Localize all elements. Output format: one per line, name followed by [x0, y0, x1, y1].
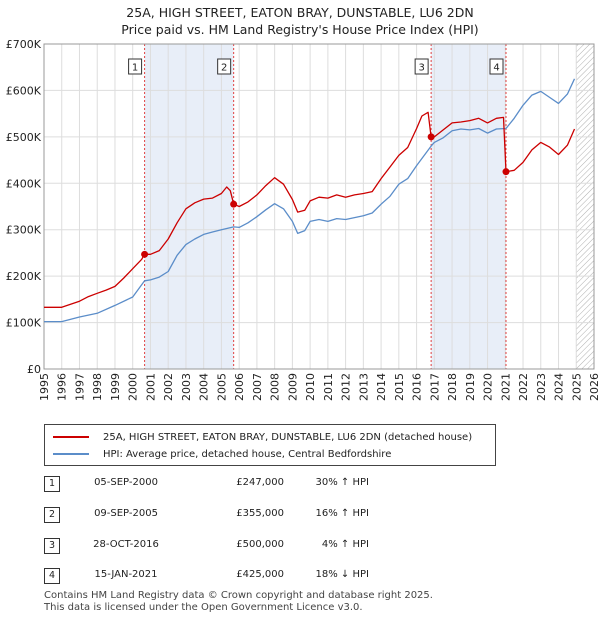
transaction-hpi: 18% ↓ HPI	[315, 569, 369, 580]
forecast-hatch	[576, 44, 594, 369]
transaction-row: 2 09-SEP-2005 £355,000 16% ↑ HPI	[44, 505, 444, 527]
x-tick-label: 2013	[357, 373, 370, 401]
transaction-price: £355,000	[236, 508, 284, 519]
transaction-row: 4 15-JAN-2021 £425,000 18% ↓ HPI	[44, 566, 444, 588]
x-tick-label: 2022	[517, 373, 530, 401]
transaction-row: 3 28-OCT-2016 £500,000 4% ↑ HPI	[44, 536, 444, 558]
y-tick-label: £500K	[6, 131, 42, 144]
x-tick-label: 2016	[411, 373, 424, 401]
x-tick-label: 2019	[464, 373, 477, 401]
transaction-price: £425,000	[236, 569, 284, 580]
legend-label-hpi: HPI: Average price, detached house, Cent…	[103, 448, 392, 460]
sale-label-box	[414, 58, 429, 75]
x-tick-label: 2024	[553, 373, 566, 401]
y-tick-label: £700K	[6, 38, 42, 51]
plot-frame	[43, 43, 595, 370]
x-tick-label: 1999	[109, 373, 122, 401]
plot-area	[44, 44, 594, 369]
sale-label-box	[217, 58, 232, 75]
x-tick-label: 1996	[56, 373, 69, 401]
legend: 25A, HIGH STREET, EATON BRAY, DUNSTABLE,…	[44, 424, 496, 466]
y-tick-label: £600K	[6, 84, 42, 97]
x-tick-label: 1995	[38, 373, 51, 401]
footer: Contains HM Land Registry data © Crown c…	[44, 590, 433, 614]
transaction-number: 1	[44, 476, 60, 492]
y-tick-label: £100K	[6, 317, 42, 330]
footer-licence: This data is licensed under the Open Gov…	[44, 602, 363, 613]
transaction-price: £247,000	[236, 477, 284, 488]
x-tick-label: 2006	[233, 373, 246, 401]
x-tick-label: 2018	[446, 373, 459, 401]
legend-swatch-property	[53, 436, 89, 438]
series-line-property	[44, 111, 576, 308]
sale-point	[502, 168, 510, 176]
x-tick-label: 2010	[304, 373, 317, 401]
x-tick-label: 2004	[198, 373, 211, 401]
sale-label-box	[128, 58, 143, 75]
sale-label: 4	[493, 63, 499, 74]
sale-point	[427, 133, 435, 141]
x-tick-label: 2011	[322, 373, 335, 401]
transaction-hpi: 30% ↑ HPI	[315, 477, 369, 488]
transaction-date: 05-SEP-2000	[94, 477, 158, 488]
x-tick-label: 2014	[375, 373, 388, 401]
sale-label-box	[489, 58, 504, 75]
transaction-price: £500,000	[236, 539, 284, 550]
footer-copyright: Contains HM Land Registry data © Crown c…	[44, 590, 433, 601]
x-tick-label: 1998	[91, 373, 104, 401]
x-tick-label: 2001	[144, 373, 157, 401]
x-tick-label: 2012	[340, 373, 353, 401]
x-tick-label: 2000	[127, 373, 140, 401]
legend-item-hpi: HPI: Average price, detached house, Cent…	[53, 446, 391, 462]
transaction-number: 4	[44, 568, 60, 584]
x-tick-label: 2025	[570, 373, 583, 401]
x-tick-label: 2026	[588, 373, 600, 401]
transaction-date: 28-OCT-2016	[93, 539, 159, 550]
x-tick-label: 2023	[535, 373, 548, 401]
y-tick-label: £200K	[6, 270, 42, 283]
x-tick-label: 1997	[73, 373, 86, 401]
x-tick-label: 2015	[393, 373, 406, 401]
sale-label: 2	[221, 63, 227, 74]
sale-point	[230, 200, 238, 208]
y-tick-label: £300K	[6, 224, 42, 237]
series-line-hpi	[44, 78, 576, 323]
transaction-hpi: 16% ↑ HPI	[315, 508, 369, 519]
legend-swatch-hpi	[53, 453, 89, 455]
legend-item-property: 25A, HIGH STREET, EATON BRAY, DUNSTABLE,…	[53, 429, 472, 445]
sale-label: 3	[418, 63, 424, 74]
chart-title: 25A, HIGH STREET, EATON BRAY, DUNSTABLE,…	[126, 5, 474, 20]
x-tick-label: 2017	[428, 373, 441, 401]
x-tick-label: 2005	[215, 373, 228, 401]
chart-subtitle: Price paid vs. HM Land Registry's House …	[121, 22, 479, 37]
transaction-number: 3	[44, 538, 60, 554]
y-tick-label: £0	[27, 363, 41, 376]
sale-point	[141, 250, 149, 258]
transaction-date: 09-SEP-2005	[94, 508, 158, 519]
transaction-row: 1 05-SEP-2000 £247,000 30% ↑ HPI	[44, 474, 444, 496]
x-tick-label: 2021	[499, 373, 512, 401]
legend-label-property: 25A, HIGH STREET, EATON BRAY, DUNSTABLE,…	[103, 431, 473, 443]
x-tick-label: 2003	[180, 373, 193, 401]
transaction-hpi: 4% ↑ HPI	[321, 539, 369, 550]
y-tick-label: £400K	[6, 177, 42, 190]
sale-label: 1	[132, 63, 138, 74]
shaded-span	[431, 44, 506, 369]
x-tick-label: 2002	[162, 373, 175, 401]
x-tick-label: 2007	[251, 373, 264, 401]
x-tick-label: 2008	[269, 373, 282, 401]
x-tick-label: 2009	[286, 373, 299, 401]
transaction-date: 15-JAN-2021	[94, 569, 158, 580]
transaction-number: 2	[44, 507, 60, 523]
price-chart: 1 2 3 4 £0 £100K £200K £300K £400K £500K £600K £700…	[6, 38, 600, 401]
x-tick-label: 2020	[482, 373, 495, 401]
